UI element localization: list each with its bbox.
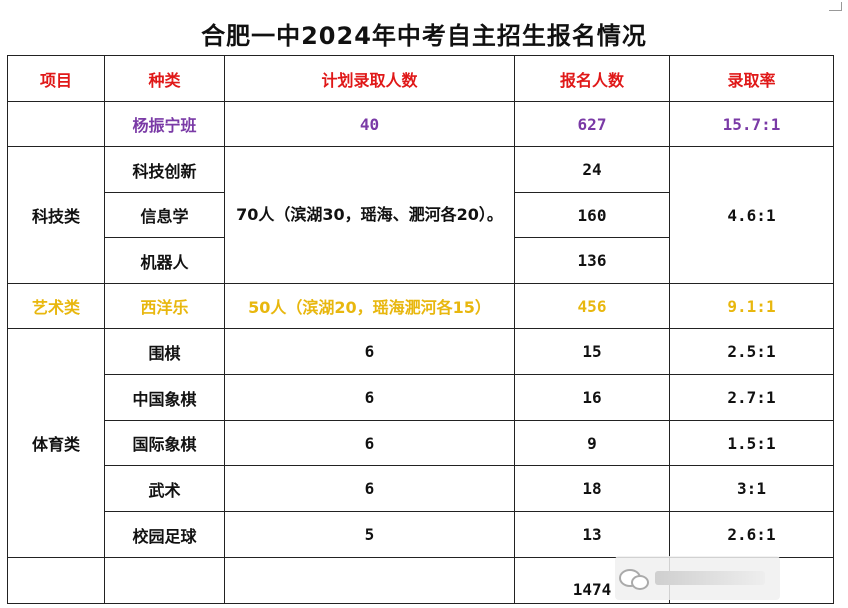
category-cell: 体育类	[7, 328, 105, 558]
page-title: 合肥一中2024年中考自主招生报名情况	[201, 22, 647, 50]
header-applicants: 报名人数	[514, 55, 670, 102]
applicants-cell: 15	[514, 328, 670, 375]
table-row: 杨振宁班 40 627 15.7:1	[7, 101, 834, 147]
header-plan: 计划录取人数	[224, 55, 515, 102]
kind-cell: 校园足球	[104, 511, 225, 558]
kind-cell: 围棋	[104, 328, 225, 375]
empty-cell	[7, 101, 105, 147]
plan-cell: 6	[224, 420, 515, 466]
ratio-cell: 2.7:1	[669, 374, 834, 421]
watermark	[615, 556, 780, 600]
applicants-cell: 627	[514, 101, 670, 147]
table-row: 武术 6 18 3:1	[8, 465, 834, 512]
table-row: 信息学 160	[8, 192, 834, 238]
empty-cell	[7, 557, 105, 604]
plan-cell: 40	[224, 101, 515, 147]
wechat-icon	[619, 567, 649, 590]
ratio-cell: 2.5:1	[669, 328, 834, 375]
table-row: 体育类 围棋 6 15 2.5:1	[7, 328, 834, 558]
kind-cell: 科技创新	[104, 146, 225, 193]
table-row: 校园足球 5 13 2.6:1	[8, 511, 834, 558]
enrollment-table: 项目 种类 计划录取人数 报名人数 录取率 杨振宁班 40 627 15.7:1…	[7, 55, 834, 604]
applicants-cell: 24	[514, 146, 670, 193]
category-cell: 艺术类	[7, 283, 105, 329]
watermark-blur	[655, 571, 765, 585]
table-row: 国际象棋 6 9 1.5:1	[8, 420, 834, 466]
table-row: 艺术类 西洋乐 50人（滨湖20，瑶海淝河各15） 456 9.1:1	[7, 283, 834, 329]
table-row: 机器人 136	[8, 237, 834, 284]
kind-cell: 杨振宁班	[104, 101, 225, 147]
kind-cell: 信息学	[104, 192, 225, 238]
kind-cell: 中国象棋	[104, 374, 225, 421]
ratio-cell: 3:1	[669, 465, 834, 512]
table-row: 科技类 科技创新 70人（滨湖30，瑶海、淝河各20）。 24 4.6:1	[7, 146, 834, 284]
plan-cell: 6	[224, 374, 515, 421]
applicants-cell: 456	[514, 283, 670, 329]
applicants-cell: 18	[514, 465, 670, 512]
applicants-cell: 9	[514, 420, 670, 466]
table-row: 中国象棋 6 16 2.7:1	[8, 374, 834, 421]
empty-cell	[104, 557, 225, 604]
ratio-cell: 1.5:1	[669, 420, 834, 466]
plan-cell: 5	[224, 511, 515, 558]
plan-cell: 6	[224, 328, 515, 375]
header-item: 项目	[7, 55, 105, 102]
ratio-cell: 2.6:1	[669, 511, 834, 558]
header-ratio: 录取率	[669, 55, 834, 102]
kind-cell: 机器人	[104, 237, 225, 284]
kind-cell: 西洋乐	[104, 283, 225, 329]
ratio-cell: 9.1:1	[669, 283, 834, 329]
kind-cell: 武术	[104, 465, 225, 512]
ratio-cell: 15.7:1	[669, 101, 834, 147]
plan-cell: 6	[224, 465, 515, 512]
plan-cell: 70人（滨湖30，瑶海、淝河各20）。	[224, 146, 515, 284]
applicants-cell: 136	[514, 237, 670, 284]
header-row: 项目 种类 计划录取人数 报名人数 录取率	[7, 55, 834, 102]
applicants-cell: 16	[514, 374, 670, 421]
empty-cell	[224, 557, 515, 604]
plan-cell: 50人（滨湖20，瑶海淝河各15）	[224, 283, 515, 329]
category-cell: 科技类	[7, 146, 105, 284]
ratio-cell: 4.6:1	[669, 146, 834, 284]
header-kind: 种类	[104, 55, 225, 102]
applicants-cell: 160	[514, 192, 670, 238]
plan-text: 70人（滨湖30，瑶海、淝河各20）。	[236, 205, 503, 224]
corner-mark	[829, 2, 842, 11]
kind-cell: 国际象棋	[104, 420, 225, 466]
applicants-cell: 13	[514, 511, 670, 558]
